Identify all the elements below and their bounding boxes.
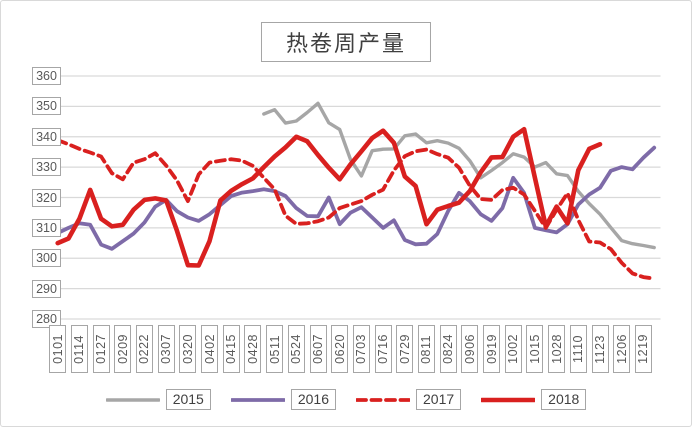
x-tick-label: 0428 [244, 325, 262, 373]
x-tick-text: 0906 [462, 334, 477, 364]
x-tick-label: 0620 [331, 325, 349, 373]
legend-item-2015: 2015 [105, 389, 211, 410]
x-tick-label: 0716 [374, 325, 392, 373]
x-tick-text: 0428 [245, 334, 260, 364]
x-tick-text: 0620 [332, 334, 347, 364]
x-tick-label: 0607 [309, 325, 327, 373]
x-tick-label: 0209 [114, 325, 132, 373]
x-tick-text: 0415 [224, 334, 239, 364]
x-tick-text: 1206 [614, 334, 629, 364]
x-tick-text: 0524 [289, 334, 304, 364]
x-tick-label: 0307 [157, 325, 175, 373]
y-tick-label: 330 [32, 158, 61, 177]
y-tick-label: 310 [32, 218, 61, 237]
y-tick-label: 320 [32, 188, 61, 207]
x-tick-text: 0209 [115, 334, 130, 364]
x-tick-text: 0824 [441, 334, 456, 364]
x-tick-label: 0402 [201, 325, 219, 373]
x-tick-text: 0101 [50, 334, 65, 364]
x-tick-text: 0114 [72, 334, 87, 364]
legend: 2015 2016 2017 2018 [1, 389, 691, 410]
x-tick-label: 1123 [591, 325, 609, 373]
legend-line-swatch [356, 397, 410, 402]
x-tick-text: 0307 [159, 334, 174, 364]
y-tick-label: 350 [32, 97, 61, 116]
x-tick-label: 0114 [70, 325, 88, 373]
x-tick-label: 0127 [92, 325, 110, 373]
x-tick-text: 0729 [397, 334, 412, 364]
legend-label-2016: 2016 [290, 389, 336, 410]
x-tick-text: 0320 [180, 334, 195, 364]
x-tick-label: 0415 [222, 325, 240, 373]
x-tick-label: 0729 [396, 325, 414, 373]
series-line-2016 [55, 145, 657, 251]
y-tick-label: 340 [32, 127, 61, 146]
x-tick-text: 1110 [571, 335, 586, 363]
legend-label-2015: 2015 [165, 389, 211, 410]
legend-item-2017: 2017 [356, 389, 462, 410]
x-tick-label: 0824 [439, 325, 457, 373]
y-tick-label: 290 [32, 279, 61, 298]
x-tick-text: 0811 [419, 334, 434, 364]
y-tick-label: 280 [32, 310, 61, 328]
legend-item-2018: 2018 [481, 389, 587, 410]
x-tick-text: 1219 [636, 334, 651, 364]
x-tick-label: 0222 [135, 325, 153, 373]
x-tick-text: 0607 [311, 334, 325, 364]
x-tick-label: 1206 [613, 325, 631, 373]
x-tick-label: 1110 [569, 325, 587, 373]
x-tick-text: 0222 [137, 334, 152, 364]
legend-line-swatch [481, 397, 536, 402]
x-tick-text: 1123 [593, 334, 607, 364]
series-line-2018 [55, 126, 603, 268]
series-line-2015 [262, 101, 656, 250]
x-tick-label: 0511 [266, 325, 284, 373]
x-tick-text: 0402 [202, 334, 217, 364]
x-tick-label: 1015 [526, 325, 544, 373]
x-tick-label: 0101 [49, 325, 67, 373]
x-tick-text: 0919 [484, 334, 499, 364]
legend-line-swatch [105, 397, 160, 402]
y-tick-label: 300 [32, 249, 61, 268]
y-tick-label: 360 [32, 67, 61, 85]
legend-label-2017: 2017 [416, 389, 462, 410]
x-tick-label: 0320 [179, 325, 197, 373]
x-tick-text: 0703 [354, 334, 369, 364]
x-tick-label: 0811 [417, 325, 435, 373]
x-tick-label: 0919 [483, 325, 501, 373]
x-tick-text: 0716 [376, 334, 391, 364]
legend-label-2018: 2018 [541, 389, 587, 410]
legend-line-swatch [230, 397, 285, 402]
x-tick-label: 0524 [287, 325, 305, 373]
x-tick-label: 1219 [634, 325, 652, 373]
x-tick-text: 0127 [94, 334, 109, 364]
x-tick-label: 0703 [352, 325, 370, 373]
legend-item-2016: 2016 [230, 389, 336, 410]
x-tick-label: 1028 [548, 325, 566, 373]
chart-title: 热卷周产量 [260, 22, 432, 62]
x-tick-label: 1002 [504, 325, 522, 373]
x-tick-text: 0511 [267, 334, 282, 364]
x-tick-text: 1002 [506, 334, 521, 364]
series-lines [55, 101, 657, 281]
x-tick-text: 1028 [549, 334, 564, 364]
x-tick-label: 0906 [461, 325, 479, 373]
x-tick-text: 1015 [527, 334, 542, 364]
